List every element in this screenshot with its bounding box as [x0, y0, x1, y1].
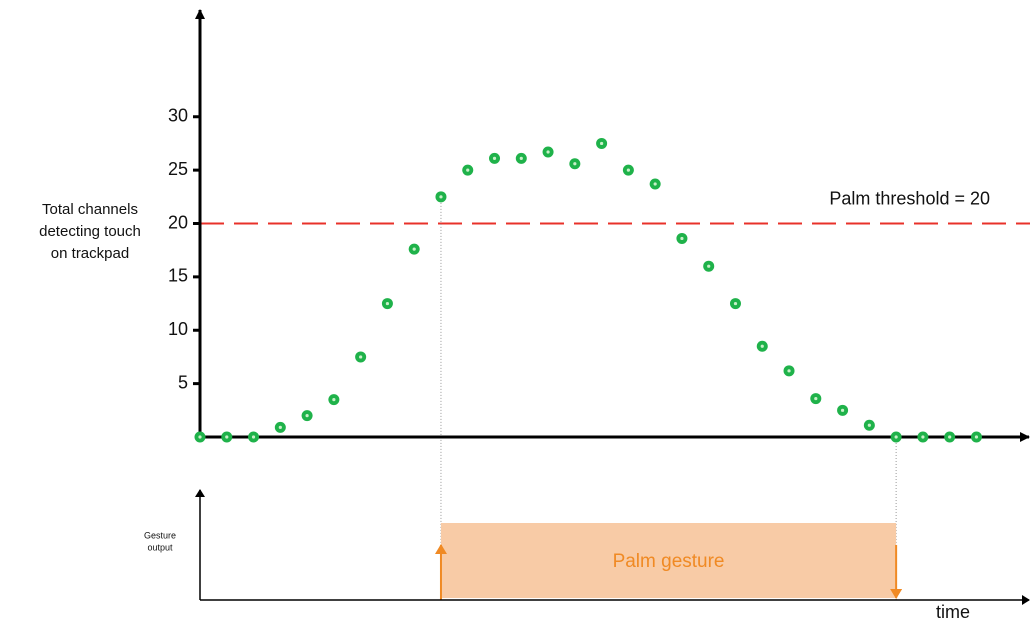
point-center — [814, 396, 818, 401]
point-center — [680, 236, 684, 241]
point-center — [519, 156, 523, 160]
point-center — [787, 369, 791, 373]
point-center — [278, 425, 282, 429]
gesture-axis-label: Gesture — [144, 530, 176, 540]
y-axis-label: detecting touch — [39, 223, 141, 240]
point-center — [760, 344, 764, 348]
point-center — [867, 423, 871, 427]
x-axis-label: time — [936, 602, 970, 622]
y-tick-label: 20 — [168, 212, 188, 232]
point-center — [948, 435, 952, 439]
point-center — [466, 168, 470, 172]
point-center — [412, 247, 416, 251]
point-center — [439, 195, 443, 199]
point-center — [840, 408, 845, 412]
point-center — [332, 398, 336, 402]
y-tick-label: 10 — [168, 319, 188, 339]
point-center — [305, 414, 309, 418]
point-center — [707, 264, 711, 268]
point-center — [600, 141, 604, 146]
point-center — [359, 355, 363, 359]
y-axis-label: Total channels — [42, 201, 138, 218]
point-center — [251, 435, 256, 439]
point-center — [198, 435, 202, 439]
point-center — [626, 168, 630, 172]
y-tick-label: 15 — [168, 266, 188, 286]
point-center — [573, 162, 577, 166]
point-center — [225, 435, 229, 439]
point-center — [733, 301, 738, 306]
point-center — [492, 156, 497, 160]
point-center — [974, 435, 979, 439]
point-center — [921, 435, 925, 439]
y-axis-label: on trackpad — [51, 245, 129, 262]
point-center — [385, 301, 390, 306]
y-tick-label: 30 — [168, 106, 188, 126]
point-center — [894, 435, 898, 439]
gesture-axis-label: output — [147, 542, 173, 552]
y-tick-label: 5 — [178, 372, 188, 392]
y-tick-label: 25 — [168, 159, 188, 179]
threshold-label: Palm threshold = 20 — [829, 188, 990, 208]
point-center — [653, 182, 657, 186]
point-center — [546, 150, 550, 154]
gesture-bar — [440, 523, 897, 598]
gesture-label: Palm gesture — [613, 551, 725, 572]
